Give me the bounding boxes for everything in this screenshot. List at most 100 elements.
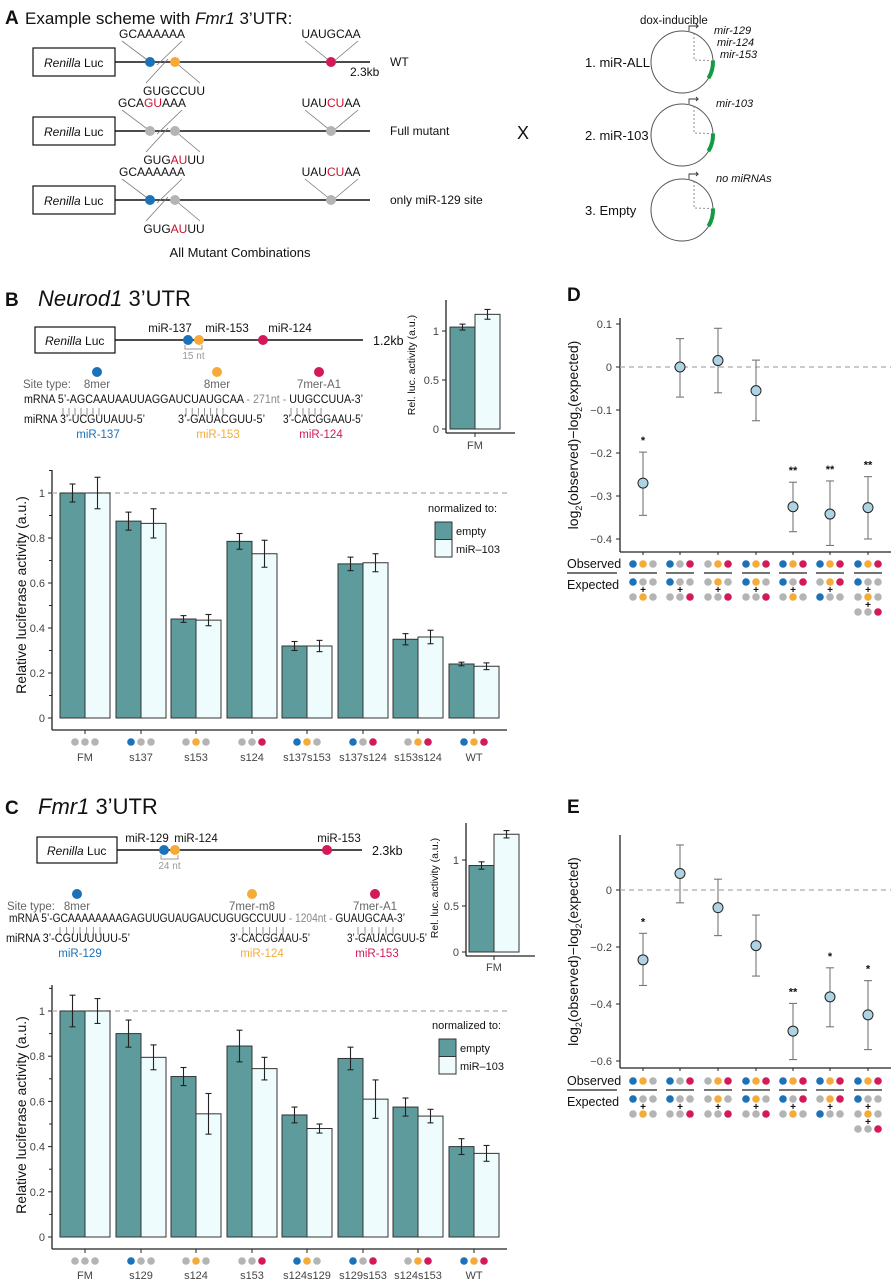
bar-mir103	[84, 1010, 111, 1238]
plus-sign: +	[640, 585, 646, 596]
expected-label: Expected	[567, 1095, 619, 1109]
reporter-box	[32, 47, 116, 77]
site-type-label: Site type:	[7, 901, 55, 913]
sequence-part: GCAAAAAA	[119, 165, 185, 179]
site-dot-grey	[874, 578, 882, 586]
site-dot-blue	[816, 1077, 824, 1085]
title-gene: Fmr1	[195, 9, 235, 28]
mrna-prefix: mRNA 5’-	[9, 913, 53, 925]
y-tick-label: −0.2	[590, 942, 612, 954]
y-tick-label: 0	[606, 885, 612, 897]
legend-swatch	[434, 539, 453, 558]
site-dot-red	[258, 1257, 266, 1265]
spacing-bracket	[160, 855, 179, 860]
site-dot-grey	[81, 738, 89, 746]
significance-marker: **	[789, 986, 798, 998]
mirna-label: no miRNAs	[716, 173, 772, 185]
site-sequence: UAUGCAA	[301, 27, 360, 41]
label-part: (expected)	[565, 341, 581, 407]
panel-c-diagram: C Fmr1 3’UTR Renilla Luc 2.3kb miR-129 miR-12…	[5, 794, 427, 960]
site-label: miR-129	[125, 833, 168, 845]
sequence-part: UAU	[302, 96, 327, 110]
guide-line	[121, 178, 151, 201]
site-dot-blue	[742, 1095, 750, 1103]
site-dot-grey	[147, 1257, 155, 1265]
label-part: (observed)−log	[565, 928, 581, 1022]
site-dot-orange	[826, 578, 834, 586]
site-sequence: GUGCCUU	[143, 84, 205, 98]
mrna-tail: GUAUGCAA-3’	[335, 913, 405, 925]
site-dot-orange	[639, 1110, 647, 1118]
site-dot-orange	[864, 1077, 872, 1085]
panel-letter: C	[5, 798, 19, 819]
guide-line	[156, 109, 183, 135]
mirna-sequence: miRNA 3’-UCGUUAUU-5’	[24, 414, 145, 426]
plus-sign: +	[753, 585, 759, 596]
bar-empty	[337, 1057, 364, 1238]
site-type-dot	[72, 889, 82, 899]
site-dot-red	[724, 560, 732, 568]
site-dot-orange	[639, 1077, 647, 1085]
plasmid-circle	[650, 30, 714, 94]
expected-label: Expected	[567, 578, 619, 592]
utr-size: 2.3kb	[350, 65, 380, 79]
site-dot-red	[686, 560, 694, 568]
site-dot-grey	[137, 738, 145, 746]
site-dot-grey	[248, 1257, 256, 1265]
site-dot-grey	[799, 593, 807, 601]
site-dot-grey	[704, 578, 712, 586]
site-dot-grey	[826, 593, 834, 601]
site-sequence: UAUCUAA	[302, 165, 361, 179]
site-dot-grey	[789, 578, 797, 586]
significance-marker: *	[866, 964, 871, 976]
x-tick-label: WT	[465, 752, 482, 764]
plasmid-circle	[650, 178, 714, 242]
site-dot-red	[724, 1077, 732, 1085]
site-dot-grey	[704, 1077, 712, 1085]
promoter-arrow-icon	[688, 171, 700, 179]
mirna-sequence: 3’-GAUACGUU-5’	[178, 414, 265, 426]
site-dot-grey	[836, 593, 844, 601]
construct-row: Renilla Luc GCAAAAAA GUGAUUU UAUCUAA only mi…	[32, 165, 483, 236]
y-tick-label: −0.4	[590, 999, 612, 1011]
reporter-label: Renilla Luc	[47, 844, 106, 858]
guide-line	[121, 40, 151, 63]
site-dot-grey	[248, 738, 256, 746]
guide-line	[174, 130, 201, 153]
mirna-sequence: 3’-CACGGAAU-5’	[283, 414, 363, 426]
plus-sign: +	[865, 600, 871, 611]
x-tick-label: FM	[77, 752, 93, 764]
panel-letter: E	[567, 797, 580, 818]
bar-empty	[468, 865, 495, 953]
reporter-label: Renilla Luc	[45, 334, 104, 348]
y-tick-label: 0	[433, 424, 439, 436]
x-tick-label: WT	[465, 1270, 482, 1280]
utr-size: 2.3kb	[372, 844, 403, 858]
site-dot-red	[724, 593, 732, 601]
site-dot-orange	[752, 560, 760, 568]
cross-symbol: X	[517, 123, 529, 143]
plus-sign: +	[865, 1102, 871, 1113]
significance-marker: **	[864, 460, 873, 472]
sequence-part: AA	[344, 96, 360, 110]
data-point	[674, 361, 686, 373]
site-dot-grey	[71, 1257, 79, 1265]
site-dot-grey	[639, 1095, 647, 1103]
site-dot-red	[686, 1110, 694, 1118]
site-dot-blue	[629, 560, 637, 568]
expression-cassette	[706, 208, 715, 228]
bar-empty	[281, 1114, 308, 1238]
legend-swatch	[438, 1056, 457, 1075]
site-dot-red	[874, 1125, 882, 1133]
site-dot-red	[799, 560, 807, 568]
site-dot-grey	[854, 593, 862, 601]
reporter-box	[34, 326, 116, 354]
mirna-label: mir-103	[716, 98, 754, 110]
bar-mir103	[417, 1115, 444, 1238]
site-dot-blue	[349, 1257, 357, 1265]
site-dot-orange	[170, 845, 180, 855]
site-dot-grey	[816, 578, 824, 586]
site-dot-orange	[170, 57, 180, 67]
bar-mir103	[473, 665, 500, 719]
site-dot-grey	[649, 1077, 657, 1085]
